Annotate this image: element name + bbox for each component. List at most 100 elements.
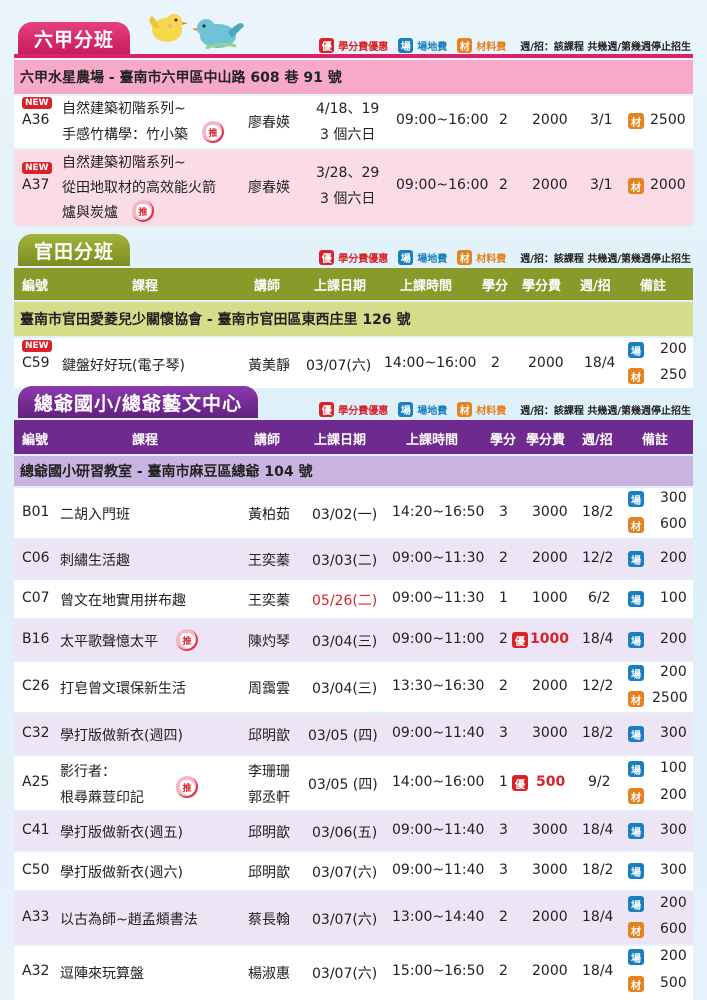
course-name: 從田地取材的高效能火箭 [62,180,216,196]
weeks: 12/2 [582,678,614,694]
fee: 2000 [528,355,564,371]
fee: 3000 [532,504,568,520]
teacher: 王奕蓁 [248,593,290,609]
header-time: 上課時間 [400,279,453,294]
note-value: 200 [660,664,687,680]
recommend-icon: 推 [176,776,198,798]
header-course: 課程 [132,279,159,294]
material-badge: 材 [457,402,473,417]
time: 09:00~11:40 [392,862,485,878]
course-code: C32 [22,725,50,741]
date: 3 個六日 [320,127,376,143]
material-badge: 材 [457,250,473,265]
time: 13:30~16:30 [392,678,485,694]
table-row: B16 太平歌聲憶太平 推 陳灼琴 03/04(三) 09:00~11:00 2… [14,620,693,660]
course-name: 影行者： [60,764,116,780]
legend-material: 材料費 [476,406,507,417]
teacher: 黃美靜 [248,358,290,374]
header-weeks: 週/招 [580,279,611,294]
time: 09:00~16:00 [396,112,489,128]
note-value: 100 [660,590,687,606]
venue-bar: 總爺國小研習教室 - 臺南市麻豆區總爺 104 號 [14,456,693,486]
header-date: 上課日期 [314,433,367,448]
note-value: 200 [660,895,687,911]
weeks: 3/1 [590,112,613,128]
venue-badge: 場 [398,402,414,417]
material-badge: 材 [628,922,644,938]
weeks: 18/2 [582,725,614,741]
header-weeks: 週/招 [582,433,613,448]
note-value: 2500 [652,690,688,706]
course-code: A33 [22,909,50,925]
credit: 3 [499,504,508,520]
date: 03/04(三) [312,681,378,697]
fee: 3000 [532,862,568,878]
note-value: 200 [660,341,687,357]
course-name: 自然建築初階系列~ [62,101,186,117]
course-code: C50 [22,862,50,878]
material-badge: 材 [628,976,644,992]
table-row: C26 打皂曾文環保新生活 周靄雲 03/04(三) 13:30~16:30 2… [14,662,693,712]
section-title: 總爺國小/總爺藝文中心 [18,386,258,418]
legend-discount: 學分費優惠 [338,254,389,265]
teacher: 廖春媖 [248,115,290,131]
course-code: C59 [22,355,50,371]
course-code: A36 [22,112,50,128]
legend-discount: 學分費優惠 [338,42,389,53]
note-value: 500 [660,975,687,991]
new-badge: NEW [22,162,52,174]
date: 03/07(六) [312,966,378,982]
credit: 3 [499,862,508,878]
recommend-icon: 推 [202,121,224,143]
material-badge: 材 [628,788,644,804]
header-credit: 學分 [482,279,509,294]
header-date: 上課日期 [314,279,367,294]
header-teacher: 講師 [254,279,281,294]
course-code: B01 [22,504,50,520]
time: 09:00~11:30 [392,550,485,566]
date: 03/02(一) [312,507,378,523]
note-value: 200 [660,631,687,647]
weeks: 18/4 [582,631,614,647]
table-row: C07 曾文在地實用拼布趣 王奕蓁 05/26(二) 09:00~11:30 1… [14,580,693,618]
date: 03/07(六) [306,358,372,374]
table-row: C06 刺繡生活趣 王奕蓁 03/03(二) 09:00~11:30 2 200… [14,540,693,578]
date: 03/06(五) [312,825,378,841]
course-name: 爐與炭爐 [62,205,118,221]
legend: 優 學分費優惠 場 場地費 材 材料費 週/招：該課程 共幾週/第幾週停止招生 [319,250,691,265]
course-name: 手感竹構學：竹小築 [62,127,188,143]
header-fee: 學分費 [522,279,562,294]
date: 03/05 (四) [308,728,378,744]
note-value: 300 [660,822,687,838]
fee: 500 [536,774,566,790]
note-value: 250 [660,367,687,383]
weeks: 18/2 [582,862,614,878]
material-badge: 材 [628,113,644,129]
venue-badge: 場 [398,38,414,53]
venue-badge: 場 [628,591,644,607]
legend-venue: 場地費 [417,42,448,53]
material-badge: 材 [628,368,644,384]
weeks: 12/2 [582,550,614,566]
section-title: 六甲分班 [18,22,131,54]
fee: 2000 [532,112,568,128]
table-header: 編號 課程 講師 上課日期 上課時間 學分 學分費 週/招 備註 [14,420,693,454]
course-code: A32 [22,963,50,979]
weeks: 6/2 [588,590,611,606]
table-row: NEW C59 鍵盤好好玩(電子琴) 黃美靜 03/07(六) 14:00~16… [14,338,693,388]
legend: 優 學分費優惠 場 場地費 材 材料費 週/招：該課程 共幾週/第幾週停止招生 [319,38,691,53]
legend-discount: 學分費優惠 [338,406,389,417]
time: 09:00~11:00 [392,631,485,647]
course-code: B16 [22,631,50,647]
note-value: 300 [660,862,687,878]
time: 15:00~16:50 [392,963,485,979]
fee: 2000 [532,177,568,193]
venue-badge: 場 [628,761,644,777]
recommend-icon: 推 [176,629,198,651]
section-liujia-header: 六甲分班 優 學分費優惠 場 場地費 材 材料費 週/招：該課程 共幾週/第幾週… [0,14,707,54]
weeks: 9/2 [588,774,611,790]
discount-badge: 優 [512,775,528,791]
teacher: 邱明歆 [248,728,290,744]
table-row: C32 學打版做新衣(週四) 邱明歆 03/05 (四) 09:00~11:40… [14,714,693,754]
venue-badge: 場 [628,726,644,742]
